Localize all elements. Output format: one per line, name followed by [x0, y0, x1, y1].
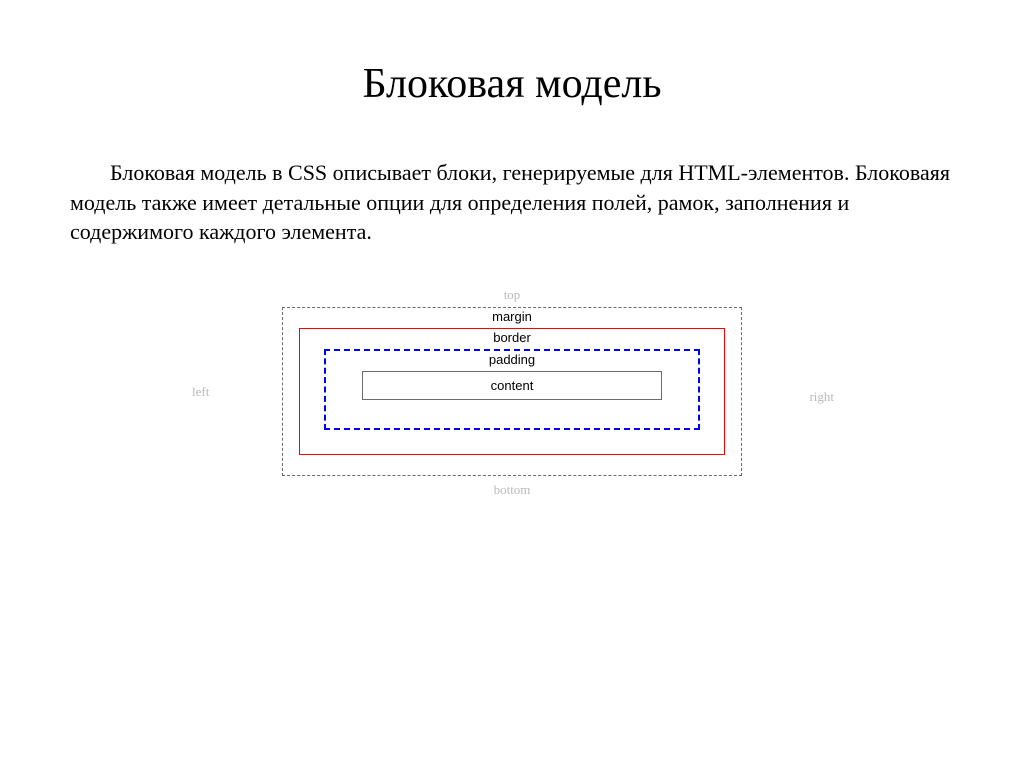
content-label: content [491, 378, 534, 393]
page-title: Блоковая модель [70, 60, 954, 108]
padding-box: padding content [324, 349, 700, 430]
box-model-diagram: top left right bottom margin border padd… [232, 307, 792, 476]
side-label-left: left [192, 384, 209, 400]
slide-page: Блоковая модель Блоковая модель в CSS оп… [0, 0, 1024, 768]
side-label-right: right [809, 388, 834, 404]
margin-box: margin border padding content [282, 307, 742, 476]
border-box: border padding content [299, 328, 725, 455]
border-label: border [493, 329, 531, 347]
padding-label: padding [489, 351, 535, 369]
margin-label: margin [492, 308, 532, 326]
description-paragraph: Блоковая модель в CSS описывает блоки, г… [70, 158, 954, 247]
description-text: Блоковая модель в CSS описывает блоки, г… [70, 160, 950, 244]
side-label-top: top [504, 287, 521, 303]
side-label-bottom: bottom [494, 482, 531, 498]
content-box: content [362, 371, 662, 400]
